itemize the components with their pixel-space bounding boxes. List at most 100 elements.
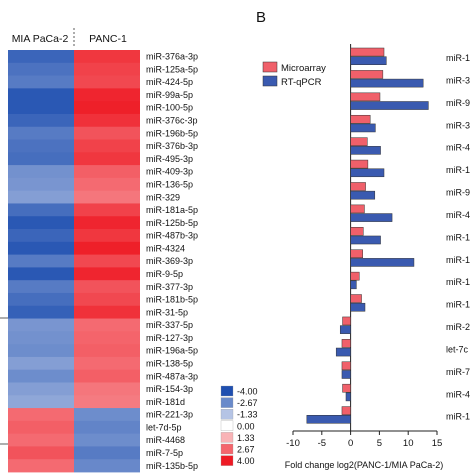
heatmap-row-labels: miR-376a-3p miR-125a-5p miR-424-5p miR-99a-…: [146, 52, 198, 471]
heatmap-row-label: miR-136-5p: [146, 179, 193, 189]
bar-rt-qpcr: [350, 146, 381, 155]
bar-category-label: miR-4: [446, 389, 470, 399]
bar-chart-category-labels: miR-1 miR-3 miR-9 miR-3 miR-4 miR-1 miR-9 miR-4…: [446, 53, 470, 422]
heatmap-legend-swatch: [220, 409, 234, 420]
heatmap-cell: [74, 190, 140, 204]
bar-rt-qpcr: [350, 213, 393, 222]
x-axis-tick-label: 0: [348, 438, 353, 449]
bar-microarray: [350, 114, 371, 124]
heatmap-cell: [8, 382, 74, 396]
heatmap-legend-tick: 2.67: [237, 445, 255, 455]
heatmap-cell: [74, 433, 140, 447]
bar-rt-qpcr: [350, 168, 385, 178]
legend-label: Microarray: [281, 63, 326, 74]
heatmap-row-label: miR-125a-5p: [146, 64, 198, 74]
heatmap-cell: [8, 229, 74, 243]
heatmap-row-label: miR-337-5p: [146, 320, 193, 330]
heatmap-row-label: miR-369-3p: [146, 256, 193, 266]
bar-rt-qpcr: [350, 235, 381, 245]
heatmap-row-label: miR-487a-3p: [146, 371, 198, 381]
bar-chart-legend: Microarray RT-qPCR: [262, 61, 326, 88]
heatmap-row-label: miR-4468: [146, 435, 185, 445]
heatmap-cell: [74, 356, 140, 371]
heatmap-cell: [74, 229, 140, 243]
heatmap-legend-swatch: [220, 385, 234, 397]
bar-microarray: [350, 271, 360, 281]
bar-rt-qpcr: [350, 123, 376, 133]
heatmap-cell: [8, 126, 74, 140]
panel-label-b: B: [256, 9, 266, 26]
heatmap-cell: [8, 356, 74, 371]
legend-swatch: [262, 75, 278, 87]
heatmap-cell: [8, 241, 74, 256]
heatmap-row-label: miR-181b-5p: [146, 295, 198, 305]
heatmap-cell: [8, 305, 74, 319]
x-axis-tick-label: -10: [286, 438, 300, 449]
bar-category-label: miR-4: [446, 143, 470, 153]
heatmap-row-label: miR-138-5p: [146, 359, 193, 369]
heatmap-cell: [74, 408, 140, 422]
heatmap-legend-swatch: [220, 443, 234, 455]
heatmap-legend-tick: -1.33: [237, 410, 258, 420]
heatmap-cell: [74, 280, 140, 294]
bar-category-label: miR-1: [446, 412, 470, 422]
heatmap-legend-tick: 4.00: [237, 456, 255, 466]
heatmap-row-label: miR-409-3p: [146, 167, 193, 177]
heatmap-cell: [8, 459, 74, 473]
bar-chart-x-axis: -10 -5 0 5 10 15: [286, 430, 442, 449]
heatmap-cell: [74, 165, 140, 179]
heatmap-row-label: miR-100-5p: [146, 103, 193, 113]
heatmap-row-label: miR-376c-3p: [146, 116, 198, 126]
heatmap-row-label: miR-329: [146, 192, 180, 202]
heatmap-cell: [8, 433, 74, 447]
bar-rt-qpcr: [339, 325, 351, 334]
heatmap-cell: [8, 203, 74, 217]
bar-rt-qpcr: [350, 56, 387, 65]
heatmap-cell: [74, 292, 140, 307]
bar-category-label: miR-1: [446, 53, 470, 63]
heatmap-cell: [74, 267, 140, 281]
bar-category-label: miR-1: [446, 232, 470, 242]
heatmap-row-label: let-7d-5p: [146, 422, 182, 432]
heatmap-legend-tick: -4.00: [237, 387, 258, 397]
heatmap-cells: [8, 50, 140, 473]
heatmap-cell: [8, 446, 74, 460]
heatmap-row-label: miR-376b-3p: [146, 141, 198, 151]
heatmap-cell: [8, 395, 74, 409]
bar-category-label: miR-1: [446, 300, 470, 310]
bar-microarray: [342, 383, 351, 393]
heatmap-row-label: miR-424-5p: [146, 77, 193, 87]
heatmap-row-label: miR-221-3p: [146, 410, 193, 420]
heatmap-legend-swatch: [220, 432, 234, 443]
heatmap-cell: [74, 50, 140, 64]
heatmap-cell: [8, 165, 74, 179]
bar-microarray: [342, 316, 351, 326]
heatmap-cell: [8, 267, 74, 281]
heatmap-column-label-panc-1: PANC-1: [89, 33, 127, 45]
bar-category-label: miR-1: [446, 255, 470, 265]
heatmap-cell: [8, 50, 74, 64]
bar-microarray: [350, 137, 368, 146]
heatmap-legend-swatch: [220, 397, 234, 408]
legend-swatch: [262, 61, 278, 73]
bar-chart-bars: [306, 44, 429, 431]
bar-microarray: [341, 361, 351, 371]
heatmap-row-label: miR-4324: [146, 243, 185, 253]
heatmap-legend-tick: -2.67: [237, 398, 258, 408]
bar-rt-qpcr: [345, 392, 351, 402]
heatmap-cell: [74, 139, 140, 153]
bar-rt-qpcr: [350, 280, 357, 290]
x-axis-tick-label: -5: [318, 438, 326, 449]
heatmap-cell: [8, 177, 74, 192]
bar-microarray: [350, 159, 369, 169]
heatmap-row-label: miR-376a-3p: [146, 52, 198, 62]
legend-label: RT-qPCR: [281, 77, 322, 88]
bar-rt-qpcr: [306, 415, 351, 424]
heatmap-row-label: miR-196b-5p: [146, 128, 198, 138]
heatmap-cell: [8, 190, 74, 204]
heatmap-row-label: miR-495-3p: [146, 154, 193, 164]
heatmap-cell: [8, 113, 74, 128]
heatmap-cell: [8, 62, 74, 76]
